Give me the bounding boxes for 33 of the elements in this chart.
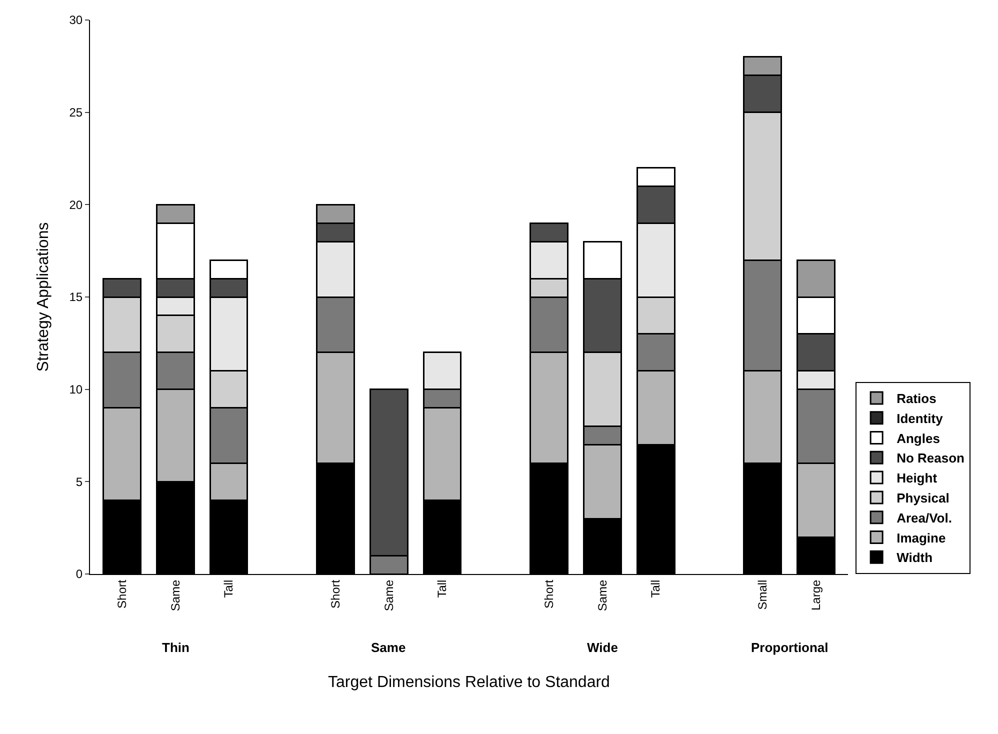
x-tick-label: Same [382, 579, 396, 612]
text: Same [371, 640, 406, 655]
legend-label: Identity [896, 410, 944, 426]
legend-label: Imagine [896, 530, 946, 546]
y-tick-label: 25 [69, 106, 83, 120]
legend-label: Width [896, 550, 933, 566]
text: Wide [587, 640, 618, 655]
x-tick-label: Same [595, 579, 610, 612]
legend-label: No Reason [896, 450, 965, 466]
x-tick-label: Short [114, 579, 129, 608]
x-tick-label: Tall [648, 580, 663, 598]
x-tick-label: Short [542, 579, 556, 608]
x-tick-label: Large [808, 579, 823, 611]
legend-label: Physical [896, 490, 950, 506]
legend-label: Height [896, 470, 938, 486]
text: Thin [162, 640, 190, 655]
x-tick-label: Tall [222, 580, 236, 598]
text: Proportional [751, 640, 828, 655]
y-tick-label: 20 [69, 198, 83, 212]
y-tick-label: 30 [69, 13, 83, 28]
x-tick-label: Tall [435, 580, 450, 598]
legend-label: Ratios [896, 391, 936, 406]
y-tick-label: 5 [76, 474, 83, 489]
x-tick-label: Small [755, 580, 770, 610]
x-tick-label: Same [168, 579, 182, 612]
x-tick-label: Short [328, 579, 342, 608]
x-axis-title: Target Dimensions Relative to Standard [328, 674, 610, 691]
legend-label: Angles [896, 430, 940, 446]
y-tick-label: 0 [76, 567, 83, 582]
y-tick-label: 15 [69, 290, 83, 304]
y-axis-title: Strategy Applications [35, 222, 52, 372]
legend-label: Area/Vol. [896, 510, 952, 526]
y-tick-label: 10 [69, 382, 83, 397]
